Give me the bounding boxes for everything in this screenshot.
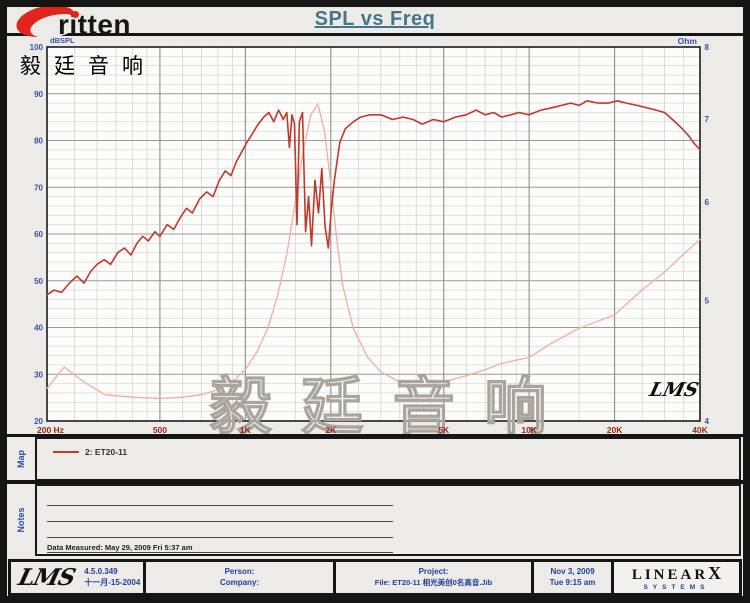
- series-curve-spl: [46, 100, 701, 296]
- section-divider: [7, 433, 743, 437]
- linearx-logo: LINEARX SYSTEMS: [632, 564, 721, 592]
- y-left-tick-label: 70: [34, 183, 43, 192]
- brand-chinese-name: 毅廷音响: [20, 54, 156, 78]
- footer-lms-cell: LMS 4.5.0.349 十一月-15-2004: [11, 562, 146, 593]
- legend-curve-label: 2: ET20-11: [85, 447, 128, 457]
- y-left-tick-label: 90: [34, 90, 43, 99]
- notes-section-label: Notes: [15, 507, 26, 533]
- plot-border: [46, 46, 701, 422]
- watermark-text: 毅 廷 音 响: [210, 370, 551, 443]
- print-time: Tue 9:15 am: [549, 577, 596, 587]
- print-date: Nov 3, 2009: [550, 566, 595, 576]
- legend-entry: 2: ET20-11: [53, 447, 127, 457]
- footer-bar: LMS 4.5.0.349 十一月-15-2004 Person: Compan…: [8, 559, 742, 596]
- linearx-x: X: [708, 562, 722, 583]
- series-curve-impedance: [46, 103, 701, 400]
- y-right-tick-label: 6: [705, 198, 710, 207]
- footer-datetime-cell: Nov 3, 2009 Tue 9:15 am: [534, 562, 614, 593]
- plot-background: [47, 47, 700, 421]
- section-divider: [7, 480, 743, 484]
- page-title: SPL vs Freq: [314, 8, 436, 30]
- map-section-label: Map: [15, 449, 26, 468]
- footer-linearx-cell: LINEARX SYSTEMS: [614, 562, 739, 593]
- y-left-tick-label: 30: [34, 370, 43, 379]
- brand-i-dot-icon: [72, 11, 79, 18]
- footer-project-cell: Project: File: ET20-11 相光美创0名高音.Jib: [336, 562, 534, 593]
- y-right-tick-label: 4: [705, 417, 710, 426]
- brand-swoosh-icon: [16, 5, 80, 38]
- lms-logo: LMS: [15, 564, 78, 591]
- y-left-tick-label: 60: [34, 230, 43, 239]
- project-label: Project:: [418, 567, 449, 577]
- lms-version-date: 十一月-15-2004: [84, 577, 141, 587]
- notes-line: [47, 552, 393, 553]
- y-right-tick-label: 8: [705, 43, 710, 52]
- linearx-main: LINEAR: [631, 566, 709, 583]
- linearx-systems: SYSTEMS: [643, 583, 710, 591]
- y-left-tick-label: 40: [34, 324, 43, 333]
- legend-map-box: 2: ET20-11: [35, 437, 741, 481]
- title-divider: [7, 33, 743, 36]
- data-measured-text: Data Measured: May 29, 2009 Fri 5:37 am: [47, 543, 193, 552]
- y-left-tick-label: 80: [34, 137, 43, 146]
- notes-box: Data Measured: May 29, 2009 Fri 5:37 am: [35, 484, 741, 556]
- notes-line: [47, 505, 393, 506]
- y-right-tick-label: 7: [705, 115, 710, 124]
- project-file: File: ET20-11 相光美创0名高音.Jib: [374, 577, 493, 587]
- company-label: Company:: [219, 577, 260, 587]
- legend-curve-swatch: [53, 451, 79, 453]
- y-left-tick-label: 50: [34, 277, 43, 286]
- chart-corner-lms-logo: LMS: [647, 379, 701, 401]
- notes-line: [47, 521, 393, 522]
- footer-person-cell: Person: Company:: [146, 562, 336, 593]
- brand-name: ritten: [58, 9, 131, 40]
- y-left-tick-label: 20: [34, 417, 43, 426]
- brand-logo: ritten: [12, 2, 182, 50]
- y-right-tick-label: 5: [705, 297, 710, 306]
- person-label: Person:: [224, 566, 255, 576]
- notes-line: [47, 537, 393, 538]
- y-right-axis-title: Ohm: [678, 36, 698, 46]
- lms-version: 4.5.0.349: [84, 567, 118, 577]
